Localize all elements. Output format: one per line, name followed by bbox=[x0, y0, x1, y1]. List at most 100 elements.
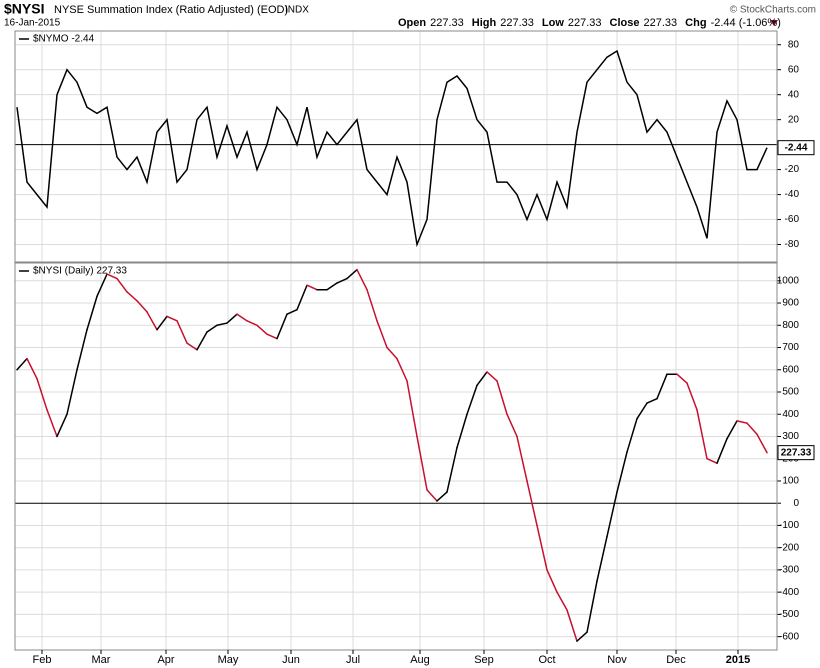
line-segment bbox=[696, 409, 708, 460]
x-tick-label: Mar bbox=[92, 654, 111, 666]
down-arrow bbox=[770, 20, 778, 26]
line-segment bbox=[56, 413, 68, 438]
line-segment bbox=[396, 357, 408, 382]
line-segment bbox=[616, 451, 628, 493]
symbol: $NYSI bbox=[4, 1, 44, 17]
line-segment bbox=[656, 373, 668, 400]
line-segment bbox=[756, 433, 768, 454]
line-segment bbox=[196, 331, 208, 351]
line-segment bbox=[246, 320, 258, 327]
line-segment bbox=[126, 291, 138, 302]
line-segment bbox=[496, 380, 508, 415]
x-tick-label: Oct bbox=[538, 654, 555, 666]
y-tick-label: -600 bbox=[779, 631, 799, 642]
quote: Open 227.33 High 227.33 Low 227.33 Close 227.33… bbox=[398, 17, 781, 29]
line-segment bbox=[716, 437, 728, 464]
line-segment bbox=[686, 382, 698, 411]
quote-label: Chg bbox=[685, 17, 706, 29]
date: 16-Jan-2015 bbox=[4, 18, 61, 29]
x-tick-label: Jul bbox=[346, 654, 360, 666]
line-segment bbox=[556, 591, 568, 611]
line-segment bbox=[406, 380, 418, 438]
x-tick-label: Nov bbox=[607, 654, 627, 666]
line-segment bbox=[596, 535, 608, 582]
line-segment bbox=[206, 324, 218, 333]
line-segment bbox=[256, 324, 268, 335]
y-tick-label: 400 bbox=[782, 409, 799, 420]
line-segment bbox=[706, 457, 718, 464]
line-segment bbox=[66, 369, 78, 415]
line-segment bbox=[106, 273, 118, 280]
y-tick-label: 700 bbox=[782, 342, 799, 353]
y-tick-label: -100 bbox=[779, 520, 799, 531]
line-segment bbox=[286, 308, 298, 315]
y-tick-label: 500 bbox=[782, 387, 799, 398]
quote-value: -2.44 (-1.06%) bbox=[711, 17, 781, 29]
y-tick-label: 1000 bbox=[777, 275, 800, 286]
line-segment bbox=[16, 357, 28, 371]
line-segment bbox=[76, 328, 88, 371]
credit: © StockCharts.com bbox=[730, 5, 816, 16]
line-segment bbox=[146, 311, 158, 331]
y-tick-label: 0 bbox=[793, 498, 799, 509]
y-tick-label: -500 bbox=[779, 609, 799, 620]
last-value-box bbox=[777, 445, 815, 461]
line-segment bbox=[646, 397, 658, 404]
line-segment bbox=[186, 342, 198, 351]
line-segment bbox=[216, 322, 228, 327]
line-segment bbox=[476, 371, 488, 387]
last-value-label: -2.44 bbox=[785, 142, 808, 153]
line-segment bbox=[746, 422, 758, 436]
y-tick-label: -200 bbox=[779, 542, 799, 553]
y-tick-label: 20 bbox=[788, 114, 800, 125]
y-tick-label: -40 bbox=[785, 189, 800, 200]
line-segment bbox=[86, 295, 98, 331]
line-segment bbox=[516, 435, 528, 482]
line-segment bbox=[336, 277, 348, 284]
y-tick-label: -300 bbox=[779, 565, 799, 576]
line-segment bbox=[266, 333, 278, 340]
line-segment bbox=[156, 315, 168, 331]
line-segment bbox=[586, 580, 598, 633]
line-segment bbox=[486, 371, 498, 382]
line-segment bbox=[36, 377, 48, 411]
line-segment bbox=[306, 284, 318, 291]
x-tick-label: Apr bbox=[157, 654, 174, 666]
line bbox=[16, 49, 768, 248]
panel-frame bbox=[14, 30, 778, 263]
line-segment bbox=[626, 417, 638, 453]
line-segment bbox=[566, 609, 578, 642]
x-tick-label: May bbox=[218, 654, 239, 666]
line-segment bbox=[176, 320, 188, 344]
last-value-label: 227.33 bbox=[781, 447, 812, 458]
line-segment bbox=[536, 524, 548, 571]
quote-label: High bbox=[472, 17, 497, 29]
y-tick-label: 100 bbox=[782, 476, 799, 487]
y-tick-label: 900 bbox=[782, 298, 799, 309]
line-segment bbox=[506, 413, 518, 438]
line-segment bbox=[546, 569, 558, 593]
x-tick-label: Sep bbox=[474, 654, 494, 666]
line-segment bbox=[426, 489, 438, 502]
line-segment bbox=[416, 435, 428, 491]
line-segment bbox=[136, 300, 148, 313]
line-segment bbox=[636, 402, 648, 420]
exchange: INDX bbox=[285, 5, 309, 16]
quote-value: 227.33 bbox=[644, 17, 678, 29]
y-tick-label: 800 bbox=[782, 320, 799, 331]
line-segment bbox=[456, 413, 468, 449]
y-tick-label: 40 bbox=[788, 89, 800, 100]
line-segment bbox=[356, 268, 368, 291]
line-segment bbox=[296, 284, 308, 311]
y-tick-label: -60 bbox=[785, 214, 800, 225]
x-tick-label: Aug bbox=[410, 654, 430, 666]
quote-value: 227.33 bbox=[430, 17, 464, 29]
y-tick-label: 60 bbox=[788, 64, 800, 75]
line-segment bbox=[346, 268, 358, 280]
line-segment bbox=[606, 491, 618, 538]
x-tick-label: Feb bbox=[33, 654, 52, 666]
line-segment bbox=[366, 288, 378, 322]
line-segment bbox=[386, 346, 398, 360]
line-segment bbox=[26, 357, 38, 380]
